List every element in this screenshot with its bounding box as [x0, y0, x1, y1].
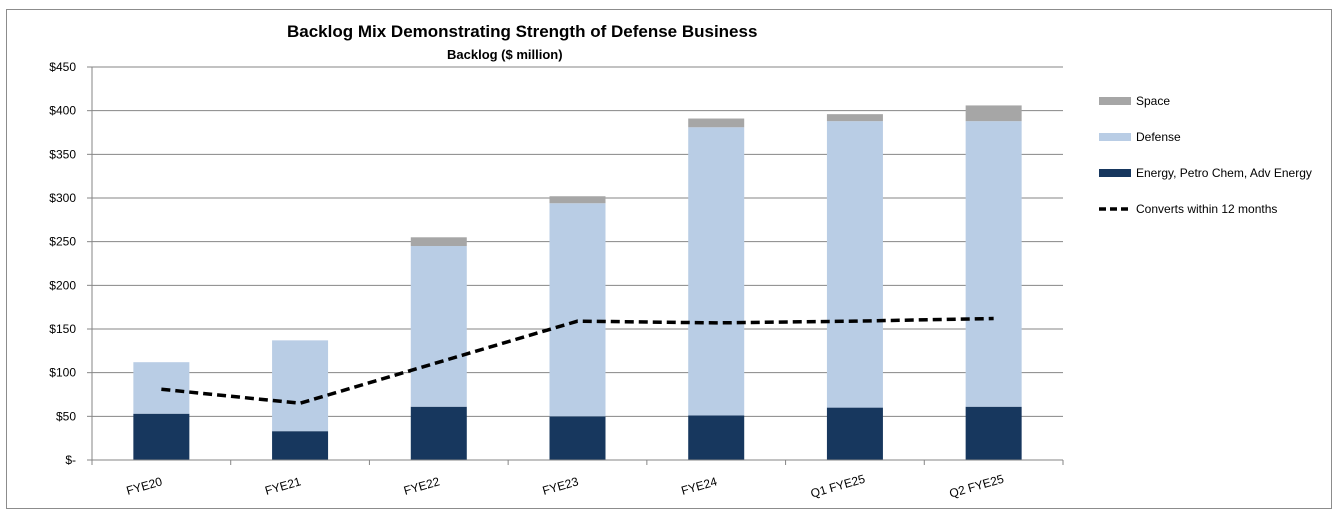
legend-swatch — [1099, 97, 1131, 105]
x-tick-label: FYE23 — [541, 474, 580, 498]
bar-segment — [965, 406, 1022, 460]
x-tick-label: FYE20 — [125, 474, 164, 498]
bar-segment — [410, 406, 467, 460]
chart-title: Backlog Mix Demonstrating Strength of De… — [287, 22, 758, 41]
bar-segment — [826, 121, 883, 408]
x-tick-label: Q2 FYE25 — [948, 472, 1006, 501]
chart-frame — [6, 9, 1332, 509]
y-tick-label: $400 — [49, 104, 76, 118]
legend-label: Energy, Petro Chem, Adv Energy — [1136, 166, 1312, 180]
y-tick-label: $300 — [49, 191, 76, 205]
bar-segment — [272, 431, 329, 460]
x-tick-label: FYE21 — [263, 474, 302, 498]
y-tick-label: $450 — [49, 60, 76, 74]
y-tick-label: $50 — [56, 409, 76, 423]
y-tick-label: $- — [65, 453, 76, 467]
legend-label: Converts within 12 months — [1136, 202, 1277, 216]
bar-segment — [410, 246, 467, 407]
x-tick-label: Q1 FYE25 — [809, 472, 867, 501]
y-tick-label: $150 — [49, 322, 76, 336]
y-tick-label: $350 — [49, 147, 76, 161]
bar-segment — [965, 105, 1022, 122]
legend-swatch — [1099, 133, 1131, 141]
converts-line — [161, 316, 994, 406]
bar-segment — [965, 121, 1022, 407]
bar-segment — [549, 196, 606, 204]
legend-swatch — [1099, 169, 1131, 177]
bar-segment — [549, 416, 606, 460]
chart-subtitle: Backlog ($ million) — [447, 47, 563, 62]
legend-label: Defense — [1136, 130, 1181, 144]
bar-segment — [688, 127, 745, 416]
bar-segment — [549, 203, 606, 417]
y-tick-label: $250 — [49, 235, 76, 249]
legend-label: Space — [1136, 94, 1170, 108]
bar-segment — [133, 362, 190, 414]
bar-segment — [272, 340, 329, 432]
bar-segment — [688, 118, 745, 128]
y-tick-label: $200 — [49, 278, 76, 292]
bar-segment — [133, 413, 190, 460]
y-tick-label: $100 — [49, 366, 76, 380]
bar-segment — [826, 407, 883, 460]
bar-segment — [826, 114, 883, 122]
bar-segment — [688, 415, 745, 460]
x-tick-label: FYE24 — [680, 474, 719, 498]
bar-segment — [410, 237, 467, 247]
x-tick-label: FYE22 — [402, 474, 441, 498]
